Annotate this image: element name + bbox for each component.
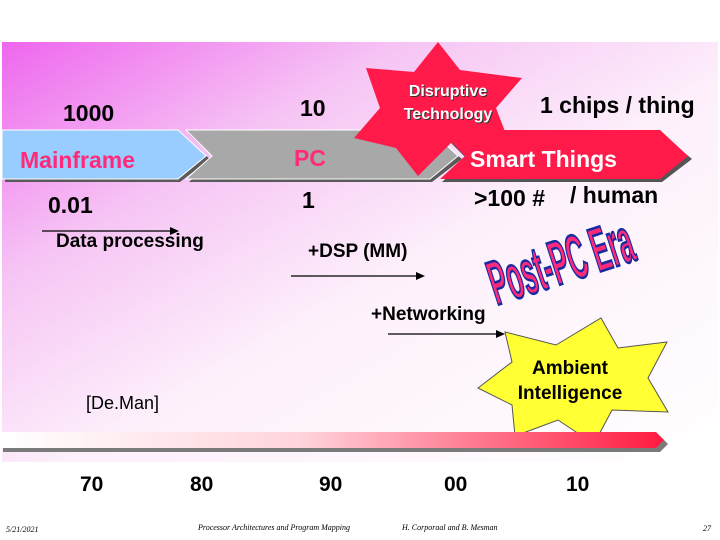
pc-top-value: 10 bbox=[300, 95, 326, 121]
pc-bottom-value: 1 bbox=[302, 187, 315, 213]
era-pc-label: PC bbox=[294, 145, 326, 171]
ambient-line2: Intelligence bbox=[517, 383, 623, 404]
footer-authors: H. Corporaal and B. Mesman bbox=[402, 523, 498, 532]
era-smart-things-label: Smart Things bbox=[470, 146, 617, 172]
ambient-line1: Ambient bbox=[532, 358, 608, 379]
mainframe-arrow bbox=[1, 129, 207, 180]
phase-networking: +Networking bbox=[371, 304, 486, 325]
networking-arrowhead bbox=[496, 330, 505, 338]
ambient-intelligence-text: Ambient Intelligence bbox=[504, 356, 636, 406]
phase-dsp: +DSP (MM) bbox=[308, 241, 408, 262]
timeline-tick-10: 10 bbox=[566, 473, 590, 496]
footer-page-number: 27 bbox=[703, 524, 711, 533]
era-mainframe-label: Mainframe bbox=[20, 147, 136, 173]
timeline-tick-80: 80 bbox=[190, 473, 214, 496]
data-processing-arrowhead bbox=[170, 227, 179, 235]
ambient-intelligence-burst bbox=[477, 317, 669, 445]
citation: [De.Man] bbox=[86, 393, 160, 413]
mainframe-bottom-value: 0.01 bbox=[48, 192, 93, 218]
footer-date: 5/21/2021 bbox=[6, 525, 39, 534]
smart-bottom-value: >100 # bbox=[474, 185, 545, 211]
dsp-arrowhead bbox=[416, 272, 425, 280]
disruptive-technology-text: Disruptive Technology bbox=[400, 80, 496, 126]
phase-data-processing: Data processing bbox=[56, 231, 204, 252]
disruptive-line2: Technology bbox=[403, 106, 493, 123]
mainframe-top-value: 1000 bbox=[63, 100, 115, 126]
disruptive-technology-burst bbox=[354, 42, 522, 176]
smart-top-value: 1 chips / thing bbox=[540, 92, 695, 118]
timeline-tick-00: 00 bbox=[444, 473, 468, 496]
timeline-tick-70: 70 bbox=[80, 473, 104, 496]
timeline-bar bbox=[0, 432, 664, 448]
footer-course: Processor Architectures and Program Mapp… bbox=[198, 523, 350, 532]
disruptive-line1: Disruptive bbox=[408, 83, 488, 100]
smart-bottom-unit: / human bbox=[570, 182, 659, 208]
timeline-tick-90: 90 bbox=[319, 473, 343, 496]
